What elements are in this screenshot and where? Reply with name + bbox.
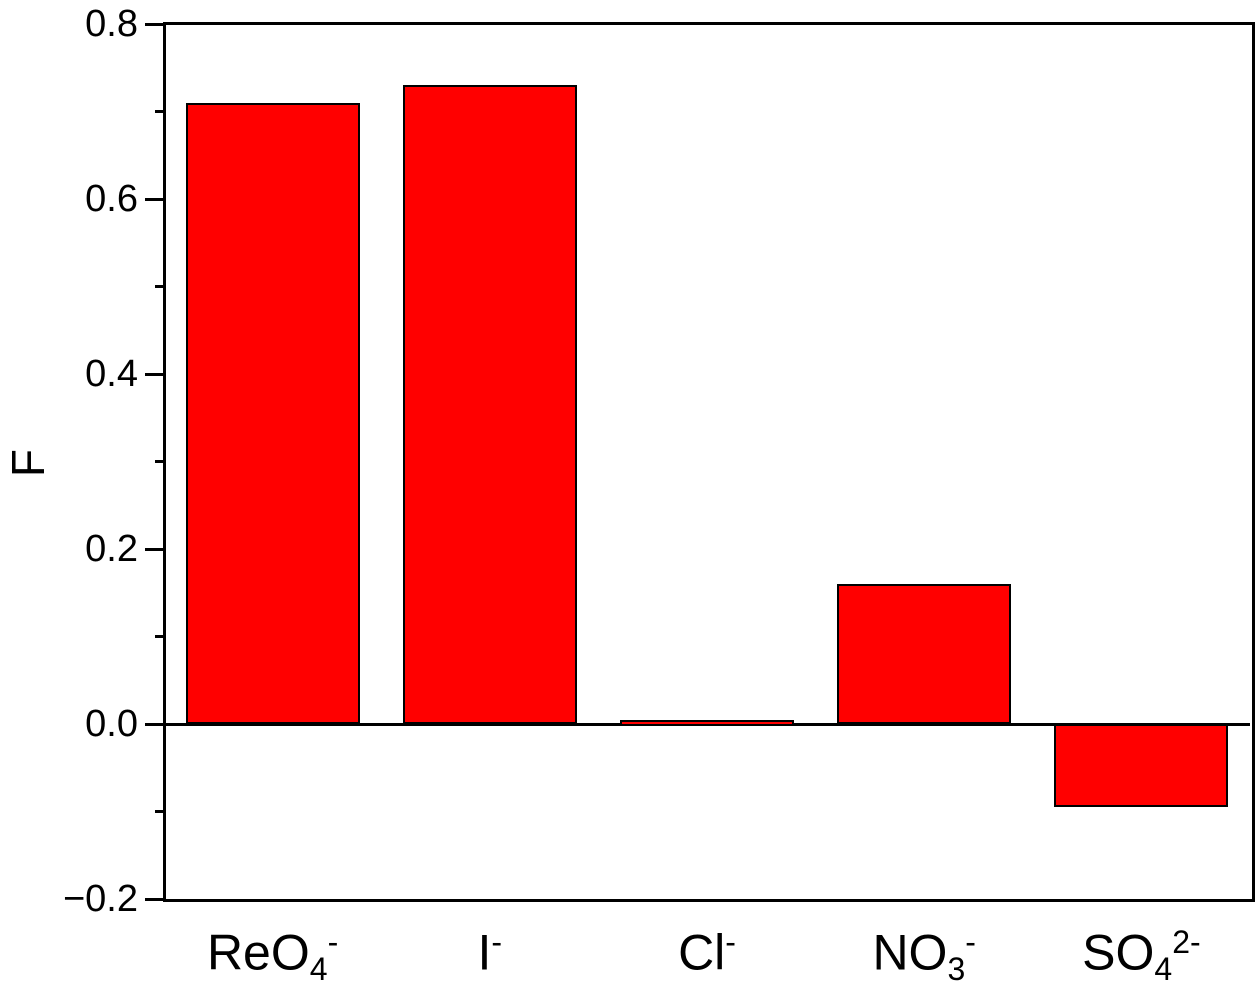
bar-i [402, 85, 577, 724]
x-tick-label-no3: NO3- [794, 912, 1054, 982]
y-minor-tick [155, 110, 164, 113]
y-major-tick [145, 722, 164, 726]
sup-text: - [491, 924, 503, 960]
y-tick-label: 0.4 [85, 353, 138, 395]
label-text: SO [1082, 924, 1155, 981]
y-major-tick [145, 897, 164, 901]
y-major-tick [145, 372, 164, 376]
sub-text: 4 [309, 950, 328, 982]
label-text: ReO [206, 924, 310, 981]
y-minor-tick [155, 810, 164, 813]
bar-reo4 [185, 102, 360, 724]
y-minor-tick [155, 285, 164, 288]
label-text: I [477, 924, 492, 981]
plot-frame [163, 22, 1255, 902]
x-tick-label-reo4: ReO4- [143, 912, 403, 982]
x-tick-label-so4: SO42- [1011, 912, 1260, 982]
y-axis-label: F [2, 448, 54, 478]
y-minor-tick [155, 635, 164, 638]
x-tick-label-cl: Cl- [577, 912, 837, 982]
sup-text: - [965, 924, 976, 960]
y-tick-label: −0.2 [62, 878, 138, 920]
bar-cl [620, 719, 794, 726]
sup-text: 2- [1172, 924, 1201, 960]
x-tick-label-i: I- [360, 912, 620, 982]
label-text: NO [872, 924, 948, 981]
bar-no3 [837, 584, 1012, 724]
y-major-tick [145, 197, 164, 201]
y-tick-label: 0.2 [85, 528, 138, 570]
y-minor-tick [155, 460, 164, 463]
y-tick-label: 0.0 [85, 703, 138, 745]
sub-text: 4 [1154, 950, 1173, 982]
y-tick-label: 0.8 [85, 3, 138, 45]
y-major-tick [145, 22, 164, 26]
y-tick-label: 0.6 [85, 178, 138, 220]
sub-text: 3 [947, 950, 966, 982]
bar-so4 [1054, 724, 1229, 808]
sup-text: - [725, 924, 736, 960]
sup-text: - [327, 924, 339, 960]
y-major-tick [145, 547, 164, 551]
label-text: Cl [678, 924, 726, 981]
